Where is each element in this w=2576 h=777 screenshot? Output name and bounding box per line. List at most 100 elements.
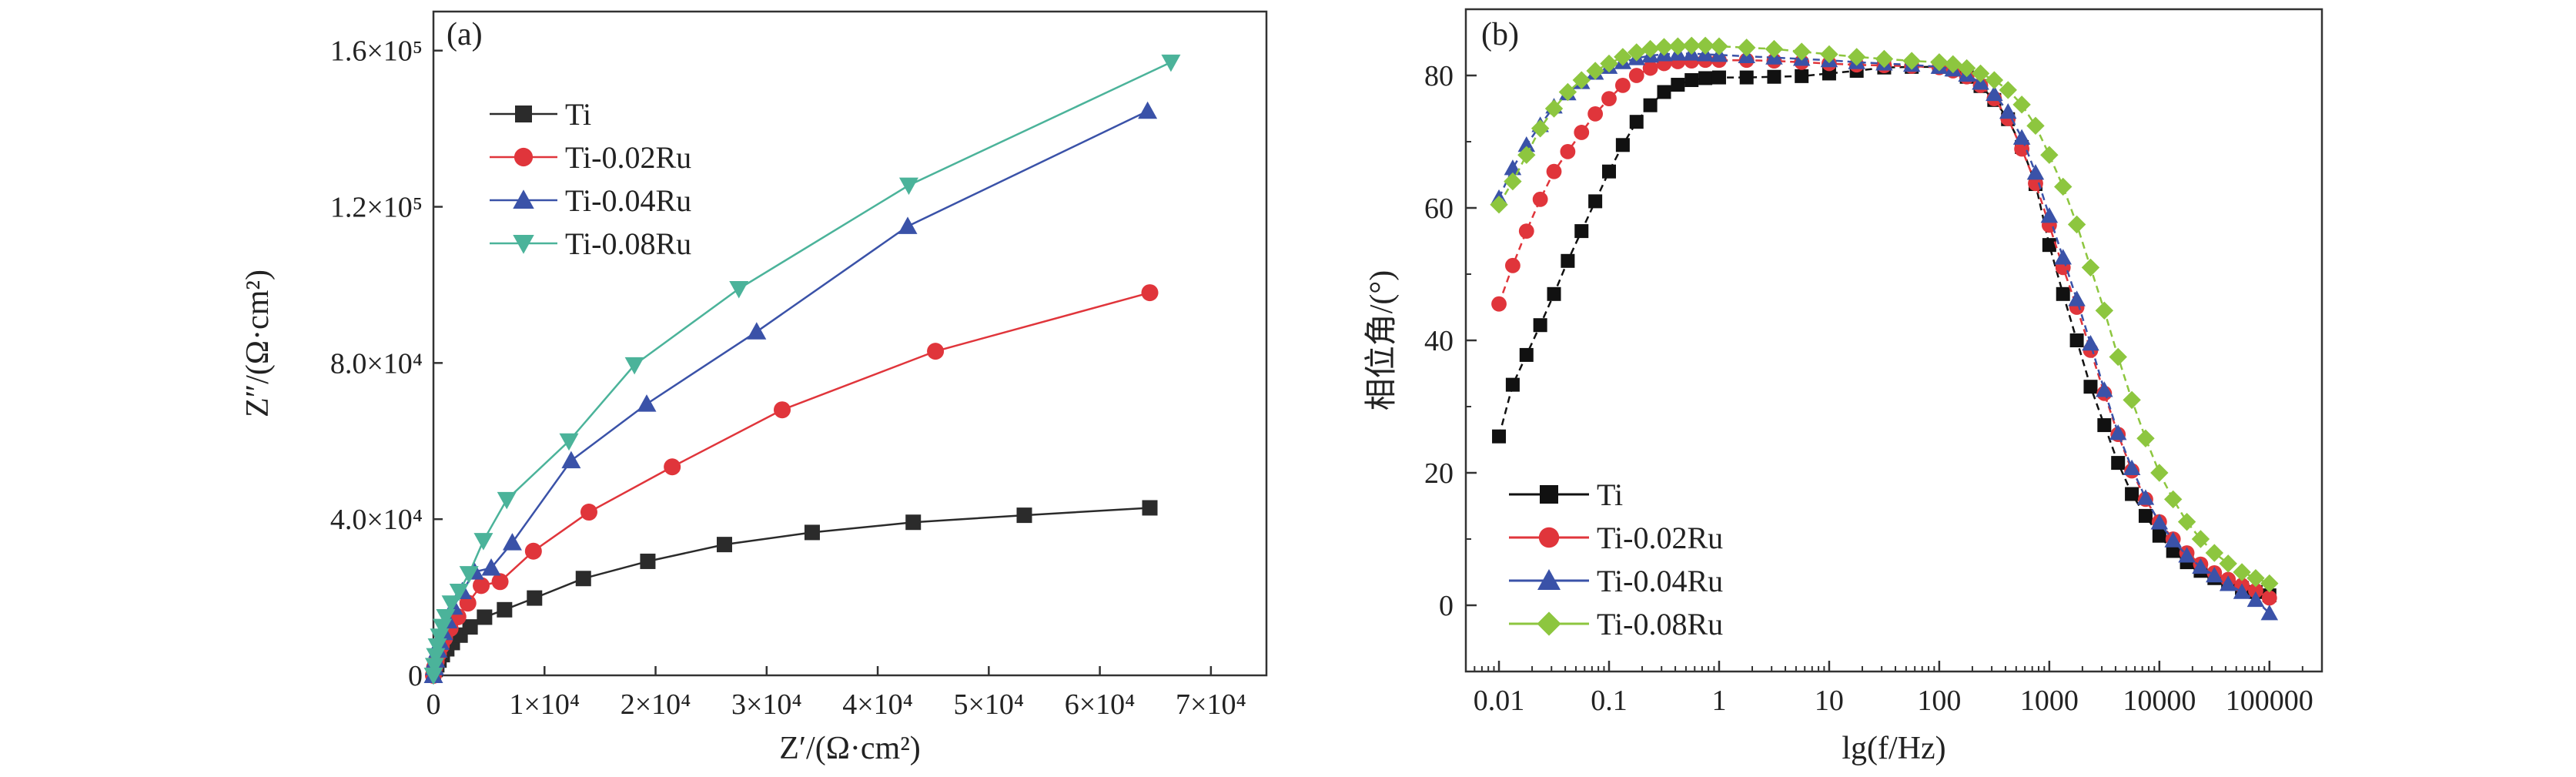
panel-b-data-point (1765, 39, 1784, 59)
panel-b-data-point (1820, 45, 1838, 64)
panel-b-data-point (1696, 36, 1715, 55)
panel-b-data-point (1518, 223, 1534, 239)
panel-a-data-point (1161, 54, 1181, 72)
panel-a-legend-marker (513, 235, 534, 254)
panel-a-y-tick-label: 4.0×10⁴ (330, 504, 423, 536)
panel-a-data-point (898, 177, 918, 196)
panel-b-y-tick-label: 20 (1424, 457, 1454, 490)
panel-b-data-point (2042, 238, 2056, 253)
panel-b-data-point (1847, 48, 1866, 66)
panel-a-y-tick-label: 1.6×10⁵ (330, 35, 423, 68)
panel-b-data-point (1767, 69, 1781, 84)
panel-b-y-tick-label: 0 (1439, 590, 1454, 622)
panel-a-data-point (459, 566, 479, 584)
panel-a-data-point (898, 216, 918, 234)
panel-a-data-point (424, 658, 444, 675)
panel-b-legend-marker (1537, 611, 1561, 636)
panel-a-data-point (1016, 507, 1032, 524)
panel-b-data-point (1902, 52, 1921, 70)
panel-b-legend-label: Ti-0.08Ru (1597, 607, 1723, 641)
panel-b-data-point (1561, 253, 1575, 268)
panel-a-data-point (716, 537, 732, 553)
panel-b-data-point (2012, 95, 2031, 114)
panel-b-data-point (2248, 583, 2263, 598)
panel-a-data-point (527, 590, 543, 606)
panel-b-data-point (1629, 115, 1644, 129)
panel-b-data-point (2040, 207, 2059, 223)
panel-b-data-point (1711, 70, 1726, 85)
panel-a-ticks: 0 1×10⁴ 2×10⁴ 3×10⁴ 4×10⁴ 5×10⁴ 6×10⁴ 7×10⁴ 0 4.0… (330, 35, 1246, 721)
panel-a-data-point (524, 542, 542, 560)
panel-b-series (1490, 36, 2279, 621)
panel-b-data-point (2150, 464, 2169, 482)
panel-b-data-point (1517, 136, 1536, 152)
panel-a-data-point (640, 553, 656, 569)
panel-a-x-tick-label: 4×10⁴ (842, 688, 913, 721)
panel-b-data-point (1944, 55, 1962, 74)
panel-b-data-point (2068, 290, 2086, 306)
panel-a-data-point (497, 491, 517, 510)
panel-a-data-point (477, 609, 493, 625)
panel-b-data-point (2125, 487, 2139, 501)
panel-b-data-point (2054, 249, 2072, 265)
panel-a-data-point (1142, 500, 1158, 516)
panel-a-data-point (664, 458, 681, 476)
panel-b-data-point (2150, 514, 2169, 530)
panel-a-data-point (473, 533, 493, 551)
panel-a-series-1 (425, 284, 1159, 684)
panel-a-data-point (423, 668, 443, 685)
panel-a-x-tick-label: 5×10⁴ (953, 688, 1024, 721)
panel-a-data-point (747, 322, 767, 340)
panel-b-data-point (1547, 286, 1561, 301)
panel-b-bode-phase-plot: 0.01 0.1 1 10 100 1000 10000 100000 0 20 40 60 80 (b… (1363, 8, 2323, 766)
panel-b-data-point (2191, 530, 2210, 548)
panel-b-data-point (1572, 71, 1591, 89)
panel-b-x-tick-label: 100 (1917, 685, 1961, 717)
panel-b-data-point (2136, 429, 2155, 447)
panel-b-data-point (2097, 418, 2112, 433)
panel-b-data-point (1657, 85, 1671, 99)
panel-b-data-point (2081, 258, 2100, 277)
panel-b-data-point (1490, 196, 1508, 214)
panel-b-data-point (2164, 531, 2182, 548)
panel-b-series-3 (1490, 36, 2279, 593)
panel-b-data-point (2219, 554, 2237, 573)
panel-b-data-point (1930, 53, 1949, 72)
panel-b-data-point (2233, 563, 2251, 581)
panel-b-data-point (2109, 424, 2127, 440)
panel-b-data-point (2178, 547, 2196, 563)
panel-b-legend-label: Ti (1597, 477, 1623, 512)
panel-b-data-point (1531, 119, 1550, 138)
panel-a-data-point (427, 638, 447, 656)
panel-b-x-tick-label: 0.01 (1474, 685, 1525, 717)
panel-b-data-point (1875, 49, 1894, 69)
panel-a-data-point (426, 648, 446, 666)
panel-b-data-point (1710, 37, 1728, 55)
panel-b-data-point (2067, 215, 2086, 234)
panel-a-nyquist-plot: 0 1×10⁴ 2×10⁴ 3×10⁴ 4×10⁴ 5×10⁴ 6×10⁴ 7×10⁴ 0 4.0… (240, 10, 1268, 766)
panel-a-data-point (449, 583, 469, 601)
panel-a-data-point (804, 524, 820, 541)
panel-a-legend-marker (513, 189, 534, 209)
panel-b-x-tick-label: 0.1 (1591, 685, 1628, 717)
panel-b-data-point (1641, 39, 1660, 59)
panel-a-y-tick-label: 8.0×10⁴ (330, 347, 423, 380)
panel-b-data-point (2246, 569, 2265, 588)
panel-a-x-tick-label: 2×10⁴ (621, 688, 691, 721)
panel-b-data-point (1738, 39, 1756, 57)
panel-b-data-point (2082, 335, 2099, 351)
panel-b-data-point (2219, 575, 2237, 591)
panel-b-data-point (1546, 163, 1562, 179)
panel-b-data-point (1643, 98, 1658, 112)
panel-b-data-point (1985, 71, 2004, 89)
panel-b-data-point (1614, 78, 1631, 93)
panel-b-series-line (1497, 65, 2270, 597)
panel-b-data-point (2054, 177, 2073, 196)
panel-b-data-point (2069, 333, 2084, 347)
panel-a-data-point (927, 343, 945, 360)
panel-b-data-point (2040, 146, 2059, 164)
panel-a-x-tick-label: 0 (427, 688, 441, 721)
panel-b-x-axis-label: lg(f/Hz) (1842, 731, 1945, 766)
panel-b-data-point (1519, 347, 1534, 362)
panel-b-data-point (2192, 558, 2210, 574)
